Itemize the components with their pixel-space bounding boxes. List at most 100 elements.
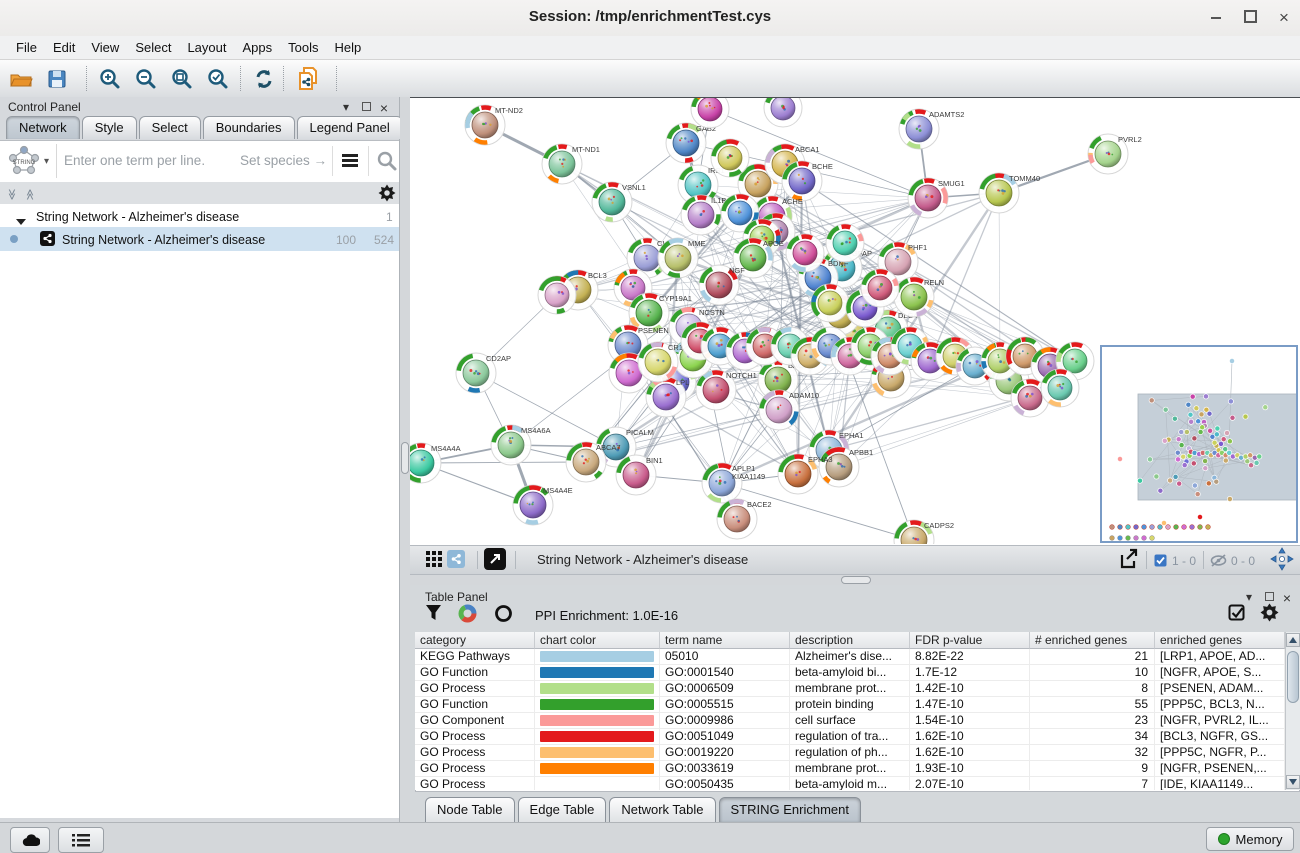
scroll-up-icon[interactable] <box>1286 633 1300 647</box>
filter-icon[interactable] <box>425 604 442 627</box>
refresh-button[interactable] <box>249 64 279 93</box>
svg-text:BIN1: BIN1 <box>646 456 663 465</box>
tab-network-table[interactable]: Network Table <box>609 797 716 822</box>
divider <box>332 146 333 176</box>
select-all-checkbox-icon[interactable] <box>1228 604 1246 627</box>
selected-checkbox-icon[interactable] <box>1154 554 1167 572</box>
panel-float-icon[interactable] <box>358 100 374 114</box>
title-bar: Session: /tmp/enrichmentTest.cys × <box>0 0 1300 37</box>
string-query-input[interactable]: Enter one term per line. <box>64 153 206 168</box>
task-list-button[interactable] <box>58 827 104 853</box>
cloud-tasks-button[interactable] <box>10 827 50 853</box>
vertical-splitter-grip[interactable] <box>401 442 409 474</box>
tab-node-table[interactable]: Node Table <box>425 797 515 822</box>
table-row[interactable]: GO Component GO:0009986 cell surface 1.54E-… <box>415 713 1285 729</box>
tab-select[interactable]: Select <box>138 116 201 139</box>
svg-text:NGF: NGF <box>729 266 745 275</box>
column-header-chart-color[interactable]: chart color <box>535 632 660 649</box>
panel-menu-icon[interactable]: ▾ <box>342 100 350 114</box>
cell-enriched-genes: [NGFR, PSENEN,... <box>1155 761 1285 777</box>
panel-close-icon[interactable]: × <box>379 100 389 116</box>
cell-chart-color <box>535 697 660 713</box>
grid-view-icon[interactable] <box>426 551 442 572</box>
table-settings-gear-icon[interactable] <box>1260 603 1279 627</box>
tab-style[interactable]: Style <box>81 116 137 139</box>
menu-layout[interactable]: Layout <box>187 40 227 55</box>
memory-button[interactable]: Memory <box>1206 827 1294 851</box>
menu-apps[interactable]: Apps <box>242 40 273 55</box>
menu-edit[interactable]: Edit <box>52 40 76 55</box>
table-panel-close-icon[interactable]: × <box>1282 590 1292 606</box>
table-row[interactable]: GO Function GO:0005515 protein binding 1.47… <box>415 697 1285 713</box>
table-row[interactable]: GO Process GO:0019220 regulation of ph... 1… <box>415 745 1285 761</box>
string-search-icon[interactable] <box>376 149 398 178</box>
save-session-button[interactable] <box>42 64 72 93</box>
column-header-term-name[interactable]: term name <box>660 632 790 649</box>
tab-string-enrichment[interactable]: STRING Enrichment <box>718 797 861 822</box>
open-session-button[interactable] <box>6 64 36 93</box>
menu-tools[interactable]: Tools <box>288 40 319 55</box>
donut-ring-icon[interactable] <box>494 604 513 628</box>
menu-help[interactable]: Help <box>334 40 362 55</box>
table-row[interactable]: GO Function GO:0001540 beta-amyloid bi... 1… <box>415 665 1285 681</box>
hidden-eye-icon[interactable] <box>1210 553 1227 573</box>
table-panel-menu-icon[interactable]: ▾ <box>1245 590 1253 604</box>
string-dropdown-icon[interactable]: ▾ <box>44 156 50 167</box>
menu-view[interactable]: View <box>91 40 120 55</box>
table-panel-title: Table Panel <box>425 590 488 604</box>
pan-navigation-icon[interactable] <box>1270 547 1294 576</box>
string-view-icon[interactable] <box>447 550 465 568</box>
menu-file[interactable]: File <box>16 40 37 55</box>
maximize-icon[interactable] <box>1239 10 1261 26</box>
cell-description: protein binding <box>790 697 910 713</box>
column-header-enriched-genes[interactable]: enriched genes <box>1155 632 1285 649</box>
tab-edge-table[interactable]: Edge Table <box>517 797 607 822</box>
string-logo-icon[interactable]: STRING <box>4 144 44 178</box>
birds-eye-navigator[interactable] <box>1100 345 1300 543</box>
svg-text:MS4A4A: MS4A4A <box>431 444 461 453</box>
menu-select[interactable]: Select <box>135 40 172 55</box>
table-row[interactable]: GO Process GO:0033619 membrane prot... 1.93… <box>415 761 1285 777</box>
copy-network-button[interactable] <box>292 64 328 93</box>
zoom-out-button[interactable] <box>131 64 161 93</box>
table-row[interactable]: GO Process GO:0006509 membrane prot... 1.42… <box>415 681 1285 697</box>
tab-legend-panel[interactable]: Legend Panel <box>296 116 403 139</box>
close-icon[interactable]: × <box>1279 8 1289 27</box>
scroll-down-icon[interactable] <box>1286 775 1300 789</box>
zoom-fit-button[interactable] <box>167 64 197 93</box>
cell-description: cell surface <box>790 713 910 729</box>
zoom-selected-button[interactable] <box>203 64 233 93</box>
scrollbar-thumb[interactable] <box>1287 651 1299 703</box>
tab-boundaries[interactable]: Boundaries <box>202 116 295 139</box>
network-row-selected[interactable] <box>0 227 399 251</box>
chart-color-swatch <box>540 747 654 758</box>
tree-expand-icon[interactable] <box>16 212 26 230</box>
network-options-gear-icon[interactable] <box>378 184 396 207</box>
column-header-description[interactable]: description <box>790 632 910 649</box>
minimize-icon[interactable] <box>1205 10 1227 26</box>
table-panel-float-icon[interactable] <box>1261 590 1277 604</box>
table-row[interactable]: KEGG Pathways 05010 Alzheimer's dise... 8.8… <box>415 649 1285 665</box>
network-edge-count: 524 <box>374 233 395 247</box>
svg-text:SMUG1: SMUG1 <box>938 179 965 188</box>
table-body[interactable]: KEGG Pathways 05010 Alzheimer's dise... 8.8… <box>415 649 1285 790</box>
cell-enriched-gene-count: 23 <box>1030 713 1155 729</box>
zoom-in-button[interactable] <box>95 64 125 93</box>
column-header--enriched-genes[interactable]: # enriched genes <box>1030 632 1155 649</box>
export-network-icon[interactable] <box>1118 548 1140 575</box>
column-header-category[interactable]: category <box>415 632 535 649</box>
string-options-icon[interactable] <box>342 154 358 157</box>
cell-chart-color <box>535 665 660 681</box>
enrichment-chart-icon[interactable] <box>458 604 477 628</box>
cell-description: beta-amyloid bi... <box>790 665 910 681</box>
network-list <box>0 204 399 818</box>
table-row[interactable]: GO Process GO:0051049 regulation of tra...… <box>415 729 1285 745</box>
table-row[interactable]: GO Process GO:0050435 beta-amyloid m... 2.0… <box>415 777 1285 790</box>
network-collection-row[interactable] <box>0 204 399 227</box>
horizontal-splitter-grip[interactable] <box>841 576 871 584</box>
column-header-fdr-p-value[interactable]: FDR p-value <box>910 632 1030 649</box>
species-selector[interactable]: Set species → <box>240 153 328 168</box>
open-in-window-icon[interactable] <box>484 548 506 570</box>
tab-network[interactable]: Network <box>6 116 80 139</box>
table-header-row: category chart color term name description F… <box>415 632 1285 649</box>
